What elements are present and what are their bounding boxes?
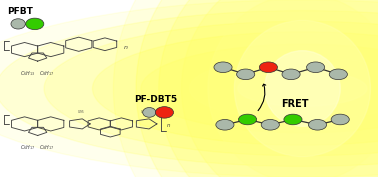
Ellipse shape bbox=[331, 114, 349, 125]
Text: n: n bbox=[124, 45, 128, 50]
Text: $C_6H_{13}$: $C_6H_{13}$ bbox=[20, 69, 36, 78]
Ellipse shape bbox=[261, 119, 279, 130]
Text: PFBT: PFBT bbox=[7, 7, 33, 16]
Ellipse shape bbox=[329, 69, 347, 80]
Ellipse shape bbox=[93, 32, 378, 145]
Text: $C_8H_{17}$: $C_8H_{17}$ bbox=[39, 143, 55, 152]
Ellipse shape bbox=[136, 0, 378, 177]
Ellipse shape bbox=[239, 114, 257, 125]
Ellipse shape bbox=[284, 114, 302, 125]
Text: $_{0.05}$: $_{0.05}$ bbox=[139, 108, 148, 116]
Ellipse shape bbox=[0, 11, 378, 166]
Ellipse shape bbox=[259, 62, 277, 73]
Ellipse shape bbox=[155, 107, 174, 118]
Ellipse shape bbox=[214, 62, 232, 73]
Text: $_{0.95}$: $_{0.95}$ bbox=[77, 108, 85, 116]
Text: $C_6H_{17}$: $C_6H_{17}$ bbox=[20, 143, 36, 152]
Ellipse shape bbox=[181, 0, 378, 177]
Ellipse shape bbox=[308, 119, 327, 130]
Ellipse shape bbox=[265, 51, 340, 126]
Ellipse shape bbox=[11, 19, 25, 29]
Ellipse shape bbox=[141, 44, 378, 133]
Ellipse shape bbox=[216, 119, 234, 130]
Text: n: n bbox=[167, 123, 170, 128]
Ellipse shape bbox=[189, 57, 378, 120]
Ellipse shape bbox=[143, 108, 156, 117]
Ellipse shape bbox=[282, 69, 300, 80]
Ellipse shape bbox=[234, 21, 370, 156]
Ellipse shape bbox=[307, 62, 325, 73]
Text: $C_8H_{17}$: $C_8H_{17}$ bbox=[39, 69, 55, 78]
Ellipse shape bbox=[44, 21, 378, 156]
Ellipse shape bbox=[159, 0, 378, 177]
Ellipse shape bbox=[237, 69, 255, 80]
Text: FRET: FRET bbox=[282, 99, 309, 109]
Ellipse shape bbox=[208, 0, 378, 177]
Ellipse shape bbox=[238, 71, 367, 106]
Ellipse shape bbox=[26, 18, 44, 30]
Ellipse shape bbox=[113, 0, 378, 177]
Text: PF-DBT5: PF-DBT5 bbox=[134, 95, 177, 104]
